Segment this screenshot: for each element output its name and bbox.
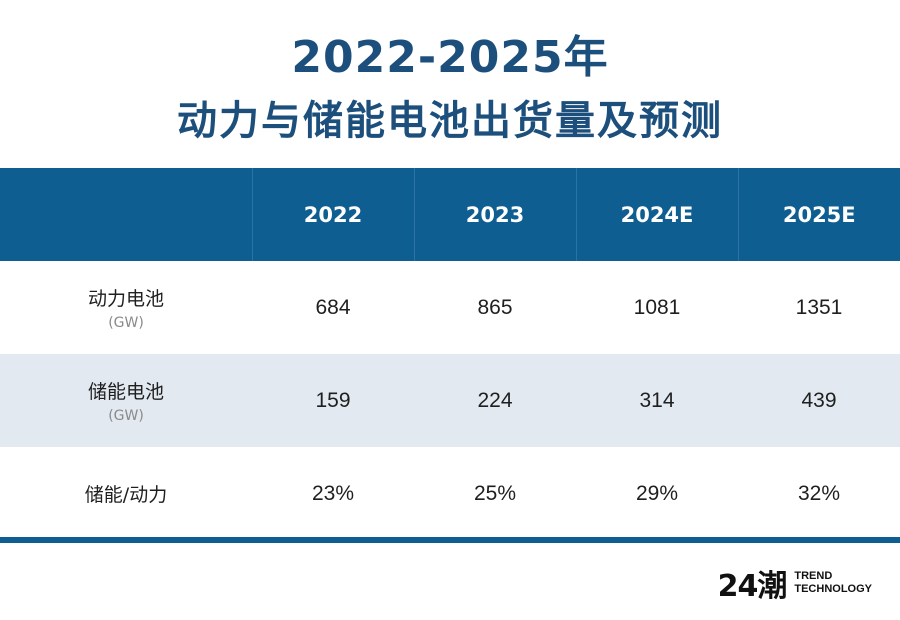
bottom-divider xyxy=(0,537,900,543)
data-cell: 314 xyxy=(639,388,675,412)
brand-line-trend: TREND xyxy=(794,570,833,582)
data-cell: 865 xyxy=(477,295,513,319)
data-cell: 29% xyxy=(635,481,679,505)
row-label-cell: 储能/动力 xyxy=(0,447,252,540)
row-unit: (GW) xyxy=(108,408,144,424)
table-row-storage-battery: 储能电池 (GW) 159 224 314 439 xyxy=(0,354,900,447)
brand-wordmark: TREND TECHNOLOGY xyxy=(794,570,872,596)
chart-title-year-range: 2022-2025年 xyxy=(291,32,609,83)
row-label: 储能电池 xyxy=(87,381,164,403)
brand-line-technology: TECHNOLOGY xyxy=(794,583,872,595)
data-cell: 25% xyxy=(473,481,517,505)
shipment-table: 2022 2023 2024E 2025E 动力电池 (GW) 684 865 … xyxy=(0,168,900,540)
brand-logo: 24潮 xyxy=(717,569,788,604)
header-cell-2024e: 2024E xyxy=(575,168,738,261)
chart-title-subject: 动力与储能电池出货量及预测 xyxy=(177,98,723,144)
data-cell: 224 xyxy=(477,388,513,412)
data-cell: 32% xyxy=(797,481,841,505)
row-label: 储能/动力 xyxy=(84,484,168,506)
row-unit: (GW) xyxy=(108,315,144,331)
brand-logo-block: 24潮 TREND TECHNOLOGY xyxy=(718,560,872,606)
row-label-cell: 储能电池 (GW) xyxy=(0,354,252,447)
header-cell-2023: 2023 xyxy=(413,168,576,261)
row-label: 动力电池 xyxy=(87,288,164,310)
data-cell: 159 xyxy=(315,388,351,412)
header-row: 2022 2023 2024E 2025E xyxy=(0,168,900,261)
data-cell: 23% xyxy=(311,481,355,505)
data-cell: 684 xyxy=(315,295,351,319)
table-row-ratio: 储能/动力 23% 25% 29% 32% xyxy=(0,447,900,540)
data-cell: 1351 xyxy=(795,295,843,319)
data-cell: 439 xyxy=(801,388,837,412)
table-row-power-battery: 动力电池 (GW) 684 865 1081 1351 xyxy=(0,261,900,354)
header-cell-2022: 2022 xyxy=(251,168,414,261)
data-cell: 1081 xyxy=(633,295,681,319)
row-label-cell: 动力电池 (GW) xyxy=(0,261,252,354)
header-cell-2025e: 2025E xyxy=(737,168,900,261)
header-cell-blank xyxy=(0,168,252,261)
